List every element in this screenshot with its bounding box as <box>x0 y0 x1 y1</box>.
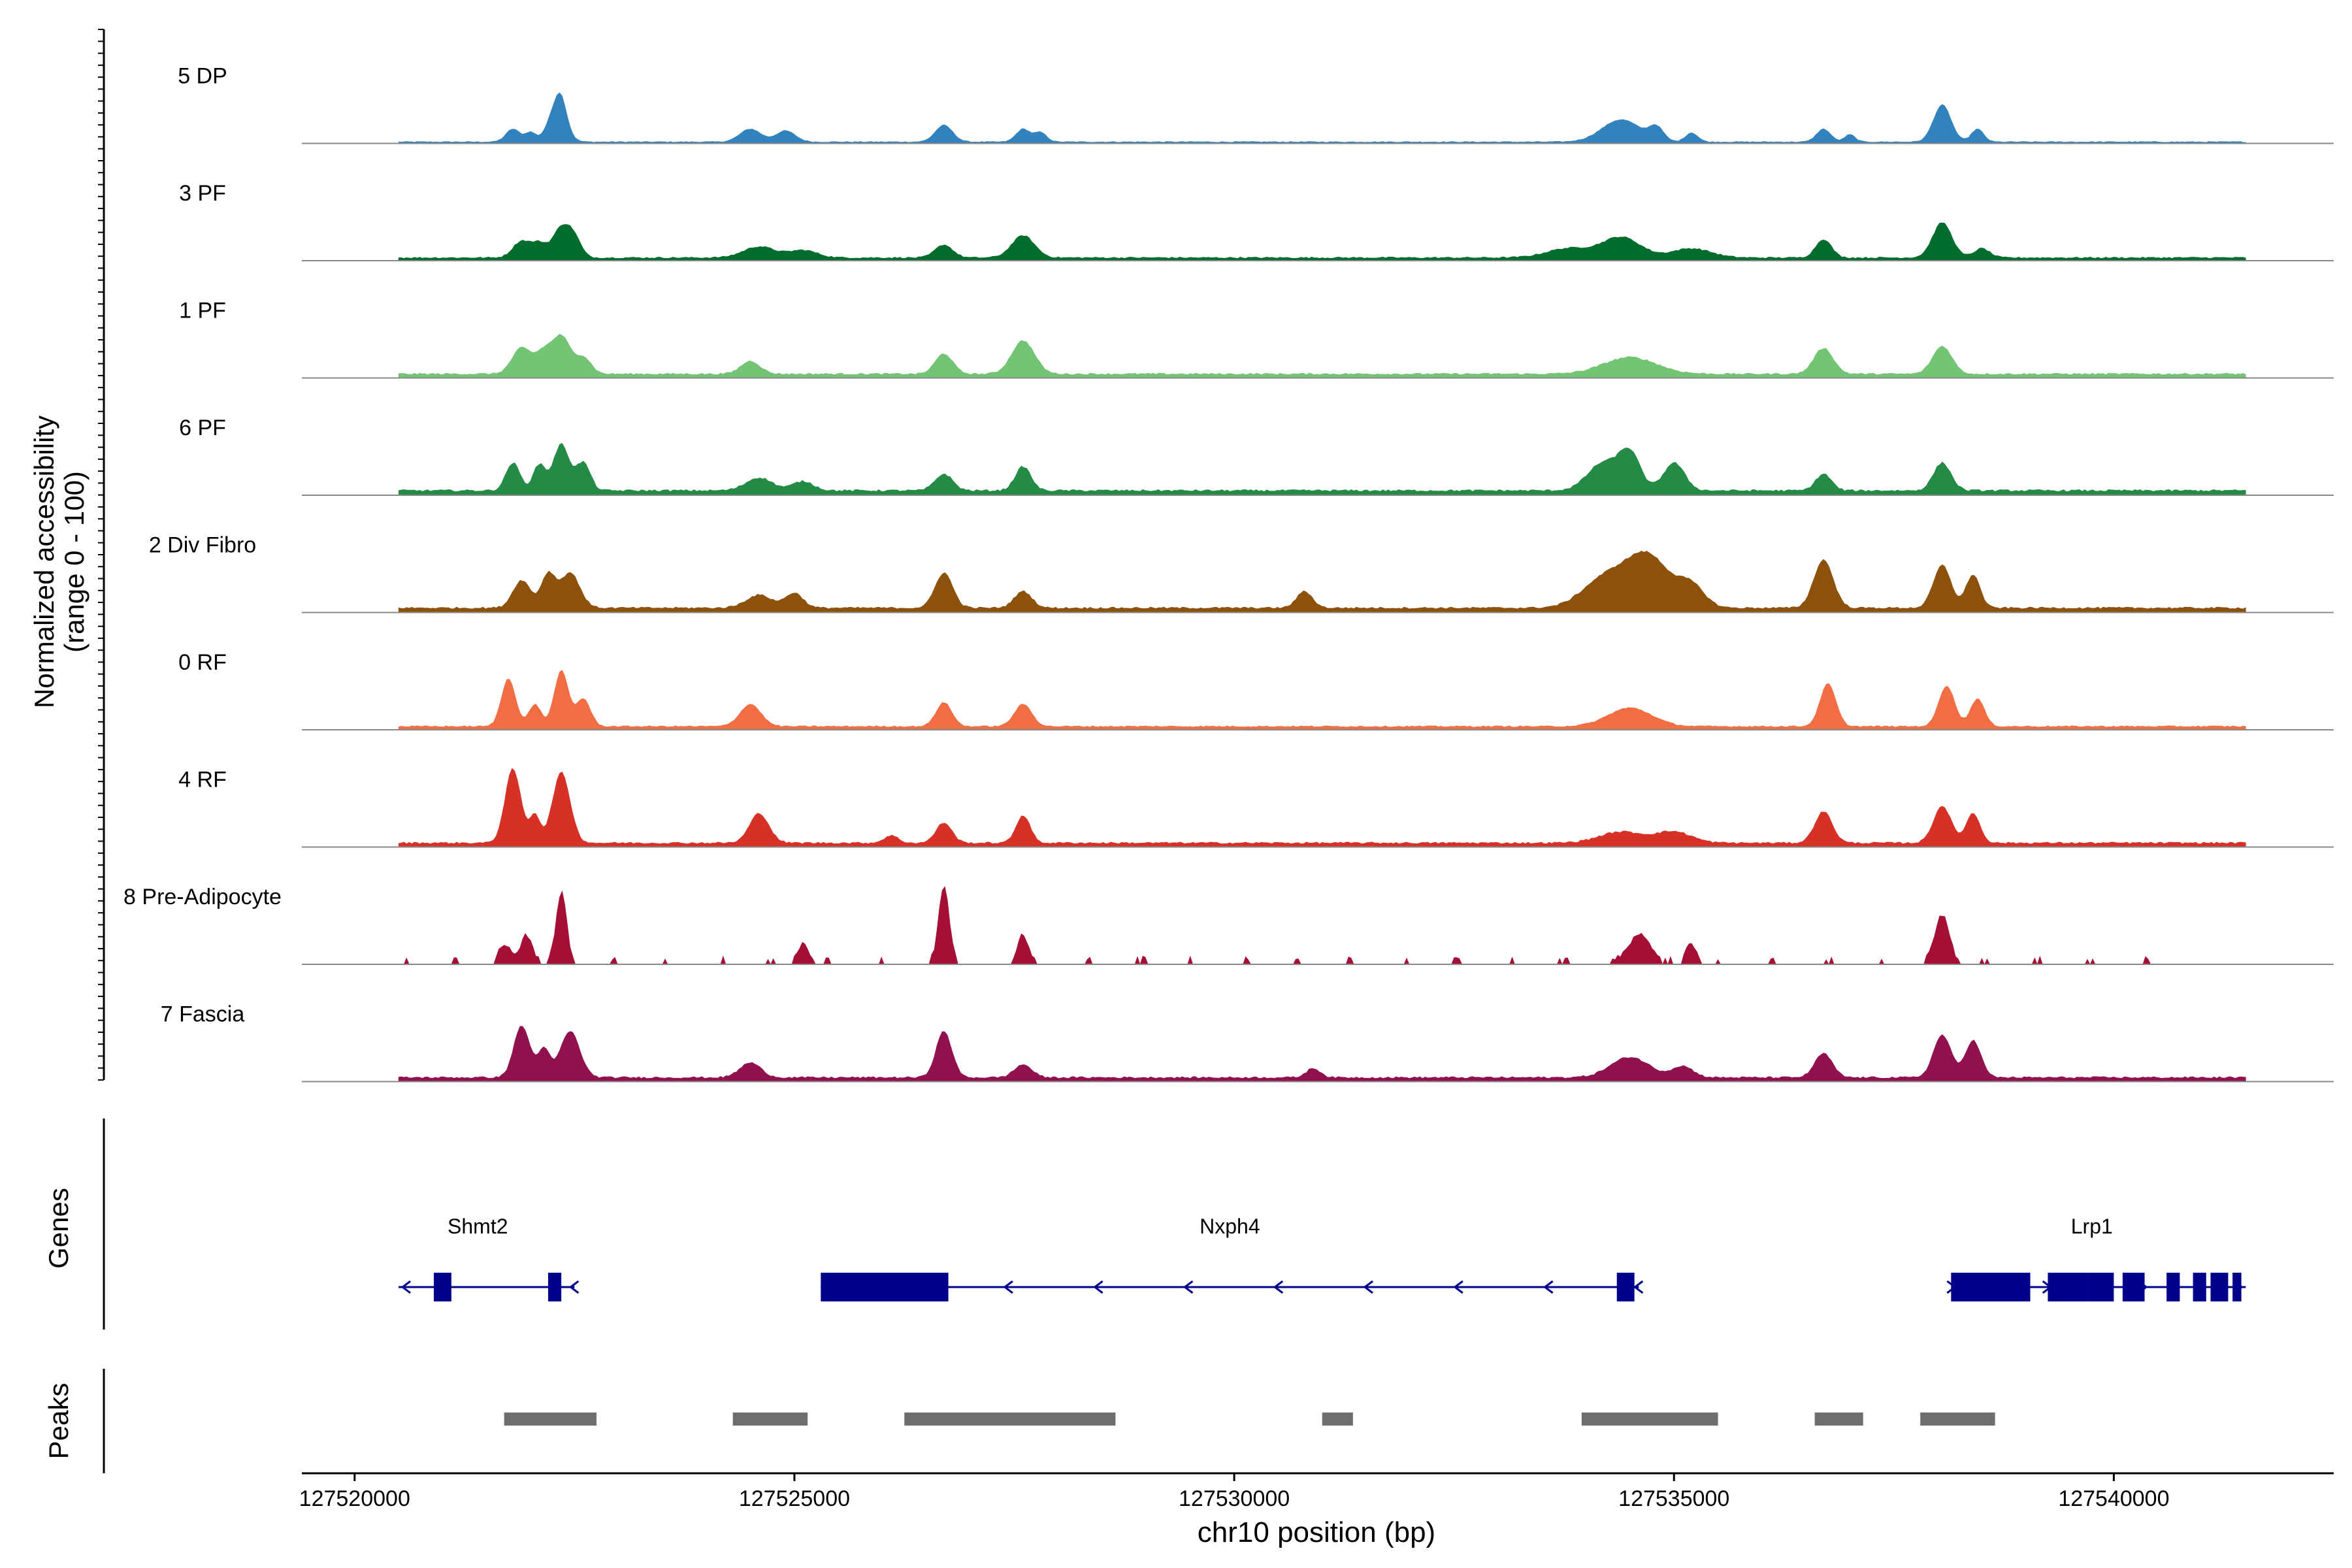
strand-arrow <box>1543 1280 1554 1294</box>
x-tick-label: 127520000 <box>299 1486 410 1511</box>
coverage-area-3-pf <box>398 222 2246 261</box>
x-tick-label: 127525000 <box>739 1486 850 1511</box>
strand-arrow <box>1453 1280 1463 1294</box>
gene-exon <box>2193 1273 2206 1301</box>
coverage-area-2-div-fibro <box>398 550 2246 613</box>
x-axis-label: chr10 position (bp) <box>1198 1516 1435 1548</box>
coverage-area-1-pf <box>398 333 2246 378</box>
peak-region <box>1581 1413 1718 1426</box>
track-label-6-pf: 6 PF <box>179 416 226 440</box>
strand-arrow <box>1183 1280 1194 1294</box>
x-tick-label: 127530000 <box>1179 1486 1290 1511</box>
peaks-track-label: Peaks <box>43 1383 74 1460</box>
gene-exon <box>2210 1273 2229 1301</box>
strand-arrow <box>1633 1280 1644 1294</box>
track-8-pre-adipocyte: 8 Pre-Adipocyte <box>123 885 2334 965</box>
strand-arrow <box>1273 1280 1284 1294</box>
coverage-area-7-fascia <box>398 1026 2246 1082</box>
genomic-x-axis: 127520000 127525000 127530000 127535000 1275… <box>299 1472 2334 1511</box>
gene-lrp1: Lrp1 <box>1946 1215 2246 1301</box>
gene-annotation-track: Shmt2 Nxph4 Lrp1 <box>103 1119 2246 1330</box>
gene-label-shmt2: Shmt2 <box>448 1215 508 1238</box>
gene-exon <box>1616 1273 1635 1301</box>
gene-exon <box>433 1273 451 1301</box>
x-tick-label: 127540000 <box>2058 1486 2169 1511</box>
peak-track <box>103 1369 1995 1473</box>
strand-arrow <box>1003 1280 1013 1294</box>
track-label-3-pf: 3 PF <box>179 181 226 206</box>
peak-region <box>1920 1413 1995 1426</box>
strand-arrow <box>1093 1280 1103 1294</box>
gene-shmt2: Shmt2 <box>399 1215 580 1301</box>
track-label-7-fascia: 7 Fascia <box>161 1002 245 1027</box>
strand-arrow <box>1363 1280 1373 1294</box>
gene-label-lrp1: Lrp1 <box>2071 1215 2113 1238</box>
track-4-rf: 4 RF <box>178 768 2334 848</box>
peak-region <box>1814 1413 1863 1426</box>
track-label-0-rf: 0 RF <box>178 650 227 675</box>
track-7-fascia: 7 Fascia <box>161 1002 2334 1083</box>
gene-exon <box>821 1273 949 1301</box>
track-label-8-pre-adipocyte: 8 Pre-Adipocyte <box>123 885 282 909</box>
genes-track-label: Genes <box>43 1188 74 1269</box>
peak-region <box>504 1413 597 1426</box>
track-6-pf: 6 PF <box>179 416 2334 496</box>
gene-nxph4: Nxph4 <box>821 1215 1644 1301</box>
gene-exon <box>2087 1273 2114 1301</box>
gene-exon <box>2232 1273 2242 1301</box>
gene-exon <box>1951 1273 2031 1301</box>
coverage-area-0-rf <box>398 670 2246 730</box>
peak-region <box>904 1413 1116 1426</box>
gene-exon <box>2048 1273 2088 1301</box>
track-label-4-rf: 4 RF <box>178 768 227 792</box>
track-1-pf: 1 PF <box>179 299 2334 379</box>
coverage-area-8-pre-adipocyte <box>399 886 2246 965</box>
gene-exon <box>2166 1273 2180 1301</box>
track-0-rf: 0 RF <box>178 650 2334 730</box>
gene-exon <box>2122 1273 2145 1301</box>
track-2-div-fibro: 2 Div Fibro <box>149 533 2334 613</box>
track-label-1-pf: 1 PF <box>179 299 226 323</box>
track-label-5-dp: 5 DP <box>178 64 227 89</box>
peak-region <box>732 1413 808 1426</box>
y-axis-label-line1: Normalized accessibility <box>29 416 59 708</box>
track-3-pf: 3 PF <box>179 181 2334 261</box>
track-5-dp: 5 DP <box>178 64 2334 144</box>
coverage-area-5-dp <box>398 92 2246 144</box>
track-label-2-div-fibro: 2 Div Fibro <box>149 533 256 558</box>
accessibility-y-axis <box>98 29 105 1081</box>
coverage-area-4-rf <box>398 768 2246 847</box>
strand-arrow <box>568 1280 580 1294</box>
strand-arrow <box>400 1280 411 1294</box>
gene-label-nxph4: Nxph4 <box>1200 1215 1260 1238</box>
y-axis-label-line2: (range 0 - 100) <box>59 471 90 653</box>
gene-exon <box>547 1273 562 1301</box>
coverage-tracks: 5 DP 3 PF 1 PF 6 PF 2 Div Fibro 0 RF 4 RF 8 Pre… <box>123 64 2334 1083</box>
coverage-area-6-pf <box>398 443 2246 496</box>
x-tick-label: 127535000 <box>1618 1486 1729 1511</box>
peak-region <box>1322 1413 1353 1426</box>
